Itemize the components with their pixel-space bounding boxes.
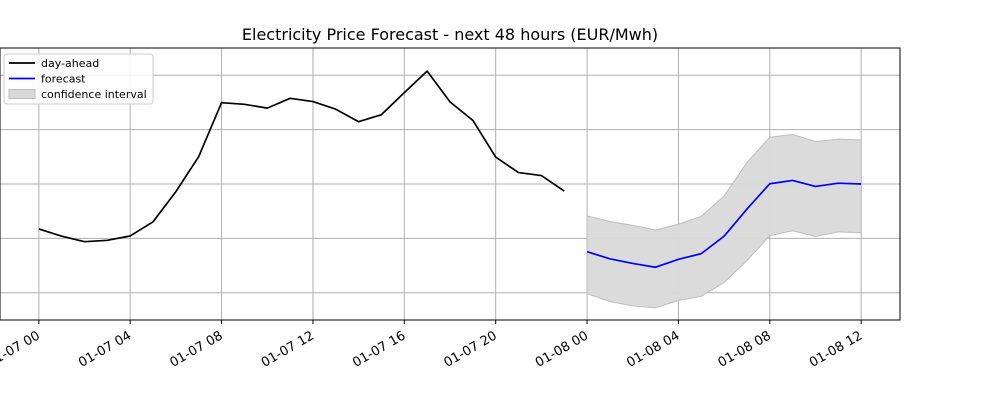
day-ahead-series-line xyxy=(38,70,565,243)
x-tick-label: 01-08 12 xyxy=(807,328,865,370)
x-tick-label: 01-07 04 xyxy=(76,328,134,370)
x-tick-label: 01-07 20 xyxy=(442,328,500,370)
chart-title: Electricity Price Forecast - next 48 hou… xyxy=(242,25,658,44)
x-tick-label: 01-08 04 xyxy=(624,328,682,370)
confidence-interval-band xyxy=(586,133,862,309)
x-tick-label: 01-07 16 xyxy=(350,328,408,370)
confidence-interval-area xyxy=(586,133,862,309)
legend-label: confidence interval xyxy=(41,88,147,101)
legend-swatch-confidence-interval xyxy=(8,89,36,99)
legend-label: day-ahead xyxy=(41,57,99,70)
x-tick-label: 01-07 08 xyxy=(167,328,225,370)
legend-box xyxy=(3,53,154,105)
legend-label: forecast xyxy=(41,73,86,86)
plot-area-frame xyxy=(0,47,901,321)
x-tick-label: 01-08 00 xyxy=(533,328,591,370)
x-tick-label: 01-07 12 xyxy=(259,328,317,370)
x-tick-label: 01-07 00 xyxy=(0,328,43,370)
forecast-series-line xyxy=(586,179,862,269)
series-lines xyxy=(38,70,862,269)
x-tick-label: 01-08 08 xyxy=(716,328,774,370)
legend: day-ahead forecast confidence interval xyxy=(3,53,154,105)
x-axis-ticks: 01-07 00 01-07 04 01-07 08 01-07 12 01-07 16… xyxy=(0,320,865,371)
